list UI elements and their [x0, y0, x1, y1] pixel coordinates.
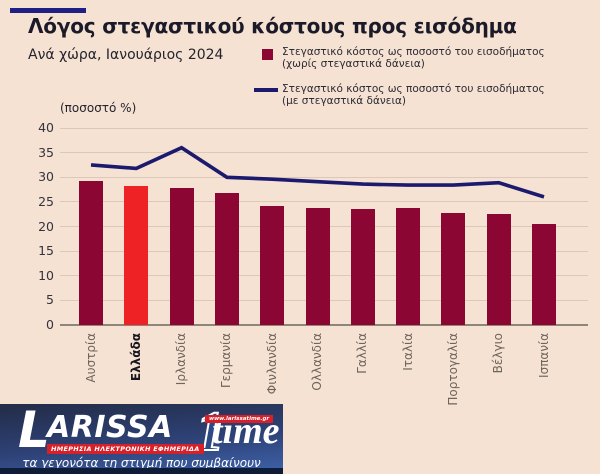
y-tick-label: 15 [38, 243, 54, 259]
gridline [60, 201, 588, 203]
y-tick-label: 20 [38, 218, 54, 234]
legend-item-line: Στεγαστικό κόστος ως ποσοστό του εισοδήμ… [254, 83, 594, 108]
x-tick-label-Ολλανδία: Ολλανδία [310, 333, 324, 391]
x-tick-label-Βέλγιο: Βέλγιο [491, 333, 506, 374]
x-tick-label-Φινλανδία: Φινλανδία [264, 333, 279, 395]
bar-Φινλανδία [260, 205, 285, 325]
publisher-logo: L ARISSA 1 time www.larissatime.gr ΗΜΕΡΗ… [0, 401, 283, 474]
logo-letter-l: L [18, 401, 50, 459]
bar-Ισπανία [532, 224, 556, 325]
x-tick-label-Γαλλία: Γαλλία [355, 333, 370, 374]
bar-Γαλλία [350, 208, 375, 325]
y-axis-unit-label: (ποσοστό %) [60, 101, 137, 115]
bar-Ελλάδα [124, 186, 149, 325]
legend: Στεγαστικό κόστος ως ποσοστό του εισοδήμ… [254, 46, 594, 121]
accent-bar [10, 8, 86, 13]
bar-Αυστρία [79, 180, 103, 325]
bar-Ολλανδία [305, 208, 330, 325]
legend-label: Στεγαστικό κόστος ως ποσοστό του εισοδήμ… [282, 46, 594, 70]
legend-label: Στεγαστικό κόστος ως ποσοστό του εισοδήμ… [282, 83, 594, 107]
logo-website-badge: www.larissatime.gr [205, 415, 274, 423]
bar-swatch-icon [262, 49, 273, 60]
y-tick-label: 25 [38, 193, 54, 209]
x-tick-label-Πορτογαλία: Πορτογαλία [445, 333, 460, 406]
x-axis-line [60, 324, 588, 326]
y-tick-label: 0 [46, 317, 54, 332]
gridline [60, 152, 588, 154]
bar-Ιρλανδία [169, 187, 194, 325]
legend-label-line2: (χωρίς στεγαστικά δάνεια) [282, 57, 425, 70]
logo-bottom-bar [0, 468, 283, 474]
legend-label-line1: Στεγαστικό κόστος ως ποσοστό του εισοδήμ… [282, 46, 545, 58]
gridline [60, 176, 588, 178]
x-tick-label-Γερμανία: Γερμανία [219, 333, 234, 389]
x-tick-label-Ιρλανδία: Ιρλανδία [174, 333, 189, 386]
y-tick-label: 30 [38, 169, 54, 185]
x-tick-label-Ελλάδα: Ελλάδα [128, 333, 143, 382]
bar-Ιταλία [396, 208, 421, 325]
logo-text-larissa: ARISSA [47, 410, 173, 445]
y-tick-label: 35 [38, 144, 54, 160]
chart-subtitle: Ανά χώρα, Ιανουάριος 2024 [28, 47, 224, 63]
legend-label-line2: (με στεγαστικά δάνεια) [282, 94, 407, 107]
legend-item-bars: Στεγαστικό κόστος ως ποσοστό του εισοδήμ… [254, 46, 594, 71]
chart-title: Λόγος στεγαστικού κόστους προς εισόδημα [28, 14, 517, 38]
legend-label-line1: Στεγαστικό κόστος ως ποσοστό του εισοδήμ… [282, 83, 545, 95]
bar-Γερμανία [214, 193, 239, 325]
gridline [60, 127, 588, 129]
y-tick-label: 40 [38, 120, 54, 135]
bar-Πορτογαλία [441, 212, 466, 325]
logo-newspaper-badge: ΗΜΕΡΗΣΙΑ ΗΛΕΚΤΡΟΝΙΚΗ ΕΦΗΜΕΡΙΔΑ [47, 444, 204, 454]
x-tick-label-Αυστρία: Αυστρία [83, 333, 98, 383]
bar-Βέλγιο [486, 214, 511, 325]
y-tick-label: 5 [46, 292, 54, 308]
y-tick-label: 10 [38, 267, 54, 283]
x-tick-label-Ιταλία: Ιταλία [400, 333, 415, 371]
logo-tagline: τα γεγονότα τη στιγμή που συμβαίνουν [22, 456, 261, 470]
x-tick-label-Ισπανία: Ισπανία [536, 333, 551, 378]
line-swatch-icon [254, 88, 278, 92]
